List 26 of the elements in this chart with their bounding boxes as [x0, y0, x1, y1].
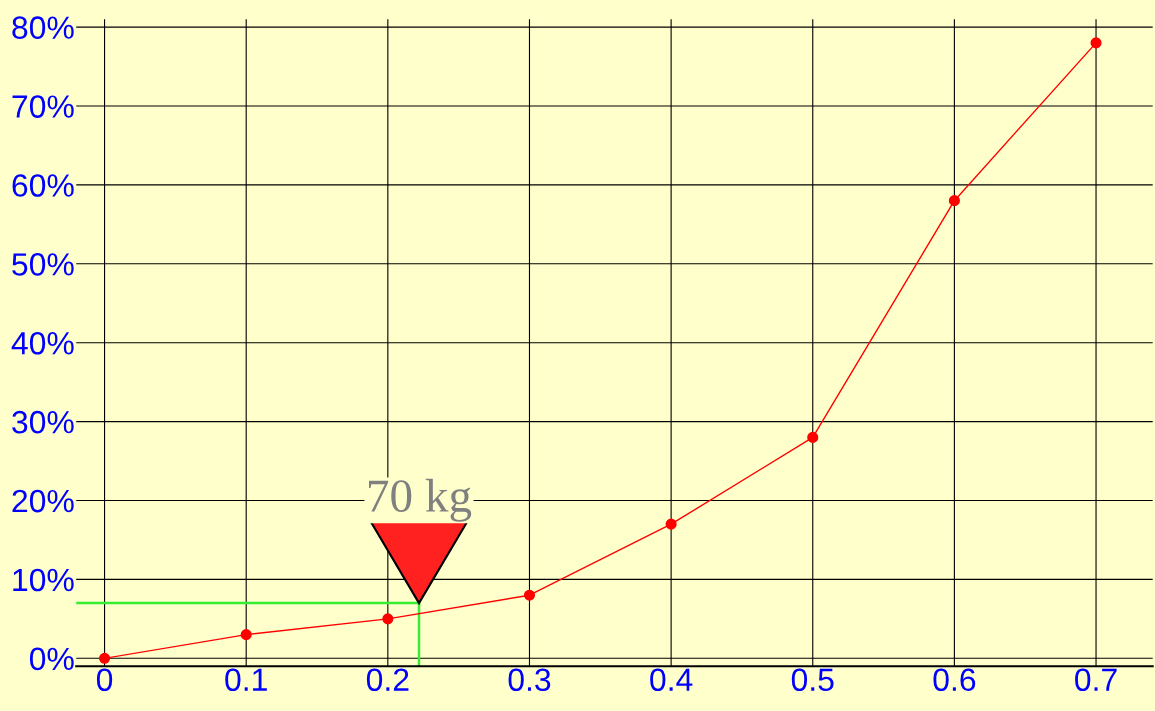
x-tick-label: 0.5: [791, 668, 834, 692]
y-tick-label: 0%: [29, 647, 74, 671]
point: [948, 195, 960, 207]
point: [382, 613, 394, 625]
x-tick-label: 0.3: [508, 668, 551, 692]
y-tick-label: 30%: [12, 410, 74, 434]
y-tick-label: 50%: [12, 253, 74, 276]
y-tick-label: 10%: [13, 568, 74, 592]
point: [240, 629, 252, 641]
point: [807, 431, 819, 443]
y-tick-label: 40%: [11, 331, 74, 355]
y-tick-label: 70%: [12, 95, 74, 118]
point: [99, 652, 111, 664]
annotation: 70 kg: [368, 478, 472, 522]
x-tick-label: 0.2: [366, 668, 409, 692]
x-tick-label: 0.4: [650, 668, 693, 692]
x-tick-label: 0.7: [1075, 668, 1117, 692]
x-tick-label: 0.1: [225, 668, 267, 692]
y-tick-label: 60%: [12, 174, 74, 197]
y-tick-label: 20%: [12, 489, 74, 513]
point: [1090, 37, 1102, 49]
x-tick-label: 0: [96, 668, 113, 692]
y-tick-label: 80%: [12, 16, 74, 39]
x-tick-label: 0.6: [933, 668, 976, 692]
point: [523, 589, 536, 601]
point: [665, 518, 677, 530]
